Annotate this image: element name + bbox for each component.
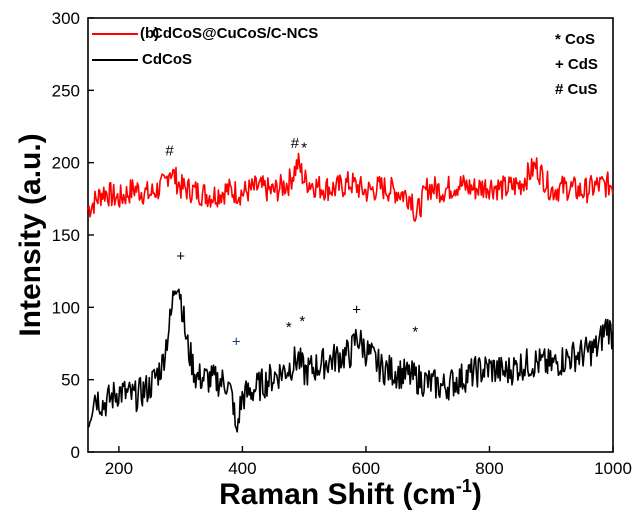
series-layer [87,152,614,433]
annotation-legend-cus: # CuS [555,81,598,98]
x-tick-label: 1000 [594,459,632,478]
x-axis-label-close: ) [472,478,482,511]
y-tick-label: 100 [52,298,80,317]
y-tick-label: 150 [52,226,80,245]
x-axis-label: Raman Shift (cm-1) [219,476,482,511]
x-axis-label-main: Raman Shift (cm [219,478,456,511]
x-tick-label: 400 [228,459,256,478]
x-tick-label: 600 [352,459,380,478]
y-tick-label: 0 [71,443,80,462]
y-tick-label: 300 [52,9,80,28]
plot-frame [87,17,614,453]
x-axis-label-superscript: -1 [456,476,472,496]
series-line-cdcos [87,288,614,433]
peak-marker: + [176,248,185,265]
peak-marker: # [291,135,300,152]
peak-marker: * [286,319,292,336]
peak-marker: + [232,333,241,350]
panel-label: (b) [140,25,159,42]
series-line-cdcos-cucos [87,152,614,222]
peak-marker: # [165,142,174,159]
legend-label-cdcos: CdCoS [142,51,192,68]
peak-marker: * [299,313,305,330]
y-tick-label: 250 [52,81,80,100]
y-tick-label: 50 [61,371,80,390]
x-tick-label: 800 [475,459,503,478]
peak-markers: # # *++* *+* [165,135,418,350]
x-tick-label: 200 [105,459,133,478]
peak-marker: + [352,302,361,319]
legend-label-cdcos-cucos: CdCoS@CuCoS/C-NCS [152,25,318,42]
peak-marker: * [301,140,307,157]
y-axis-label: Intensity (a.u.) [14,133,47,336]
annotation-legend-cds: + CdS [555,56,598,73]
annotation-legend-cos: * CoS [555,31,595,48]
peak-marker: * [412,323,418,340]
y-tick-label: 200 [52,154,80,173]
axis-ticks: 200 400 600 800 1000 0 50 100 150 200 250 300 [52,9,632,478]
